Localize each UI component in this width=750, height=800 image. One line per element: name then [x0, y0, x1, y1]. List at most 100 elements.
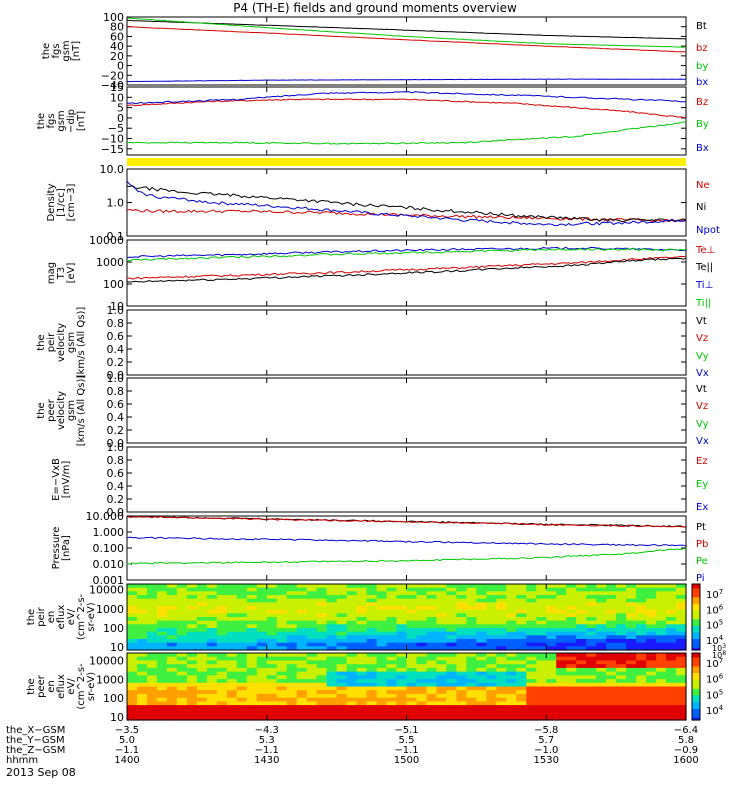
heatmap-cell: [656, 712, 667, 717]
heatmap-cell: [127, 617, 138, 622]
heatmap-cell: [306, 620, 318, 625]
heatmap-cell: [376, 635, 388, 640]
heatmap-cell: [596, 617, 607, 622]
colorbar-step: [692, 588, 700, 592]
heatmap-cell: [636, 675, 647, 680]
heatmap-cell: [256, 705, 268, 710]
heatmap-cell: [196, 624, 208, 629]
colorbar-step: [692, 673, 700, 676]
heatmap-cell: [486, 690, 497, 695]
heatmap-cell: [127, 595, 138, 600]
heatmap-cell: [516, 587, 527, 592]
heatmap-cell: [486, 613, 497, 618]
heatmap-cell: [346, 624, 358, 629]
heatmap-cell: [336, 595, 348, 600]
heatmap-cell: [356, 705, 368, 710]
heatmap-cell: [396, 682, 408, 688]
colorbar-step: [692, 643, 700, 647]
heatmap-cell: [226, 653, 238, 658]
x-tick-label: −1.1: [115, 745, 139, 756]
panel-temperature: [126, 239, 687, 307]
heatmap-cell: [156, 708, 168, 714]
y-tick-label: 0.4: [107, 480, 125, 493]
heatmap-cell: [656, 639, 667, 644]
heatmap-cell: [216, 620, 228, 625]
heatmap-cell: [137, 587, 148, 592]
heatmap-cell: [586, 587, 597, 592]
heatmap-cell: [296, 620, 308, 625]
colorbar-step: [692, 619, 700, 622]
heatmap-cell: [556, 613, 567, 618]
heatmap-cell: [596, 646, 607, 651]
heatmap-cell: [676, 624, 687, 629]
heatmap-cell: [556, 635, 567, 640]
heatmap-cell: [506, 701, 517, 706]
heatmap-cell: [137, 701, 148, 706]
heatmap-cell: [286, 701, 298, 706]
heatmap-cell: [546, 653, 557, 658]
heatmap-cell: [336, 617, 348, 622]
heatmap-cell: [626, 716, 637, 721]
heatmap-cell: [516, 620, 527, 625]
heatmap-cell: [536, 591, 547, 596]
heatmap-cell: [676, 679, 687, 684]
heatmap-cell: [476, 667, 487, 673]
heatmap-cell: [356, 693, 368, 699]
heatmap-cell: [256, 620, 268, 625]
heatmap-cell: [376, 693, 388, 699]
heatmap-cell: [416, 697, 428, 702]
heatmap-cell: [147, 595, 158, 600]
heatmap-cell: [646, 716, 657, 721]
heatmap-cell: [216, 664, 228, 669]
heatmap-cell: [147, 602, 158, 607]
colorbar-step: [692, 690, 700, 694]
heatmap-cell: [216, 675, 228, 680]
colorbar-step: [692, 603, 700, 607]
heatmap-cell: [196, 635, 208, 640]
heatmap-cell: [396, 705, 408, 710]
heatmap-cell: [656, 602, 667, 607]
heatmap-cell: [236, 606, 248, 611]
heatmap-cell: [546, 624, 557, 629]
heatmap-cell: [276, 602, 288, 607]
heatmap-cell: [127, 639, 138, 644]
heatmap-cell: [526, 584, 537, 589]
heatmap-cell: [436, 639, 447, 644]
heatmap-cell: [186, 675, 198, 680]
heatmap-cell: [476, 656, 487, 661]
heatmap-cell: [386, 628, 398, 633]
heatmap-cell: [186, 682, 198, 688]
y-tick-label: 1.0: [107, 197, 125, 210]
heatmap-cell: [386, 660, 398, 665]
heatmap-cell: [246, 656, 258, 661]
heatmap-cell: [496, 606, 507, 611]
heatmap-cell: [137, 598, 148, 603]
heatmap-cell: [306, 617, 318, 622]
heatmap-cell: [316, 635, 328, 640]
heatmap-cell: [546, 635, 557, 640]
heatmap-cell: [476, 584, 487, 589]
heatmap-cell: [656, 646, 667, 651]
heatmap-cell: [636, 701, 647, 706]
heatmap-cell: [346, 609, 358, 614]
heatmap-cell: [406, 584, 418, 589]
heatmap-cell: [336, 693, 348, 699]
heatmap-cell: [676, 613, 687, 618]
heatmap-cell: [147, 653, 158, 658]
heatmap-cell: [336, 635, 348, 640]
heatmap-cell: [196, 631, 208, 636]
heatmap-cell: [496, 705, 507, 710]
heatmap-cell: [386, 701, 398, 706]
heatmap-cell: [127, 697, 138, 702]
panel-frame: [126, 168, 687, 237]
heatmap-cell: [576, 617, 587, 622]
heatmap-cell: [596, 697, 607, 702]
heatmap-cell: [376, 671, 388, 676]
heatmap-cell: [166, 664, 178, 669]
heatmap-cell: [127, 624, 138, 629]
colorbar-step: [692, 659, 700, 663]
heatmap-cell: [266, 606, 278, 611]
heatmap-cell: [496, 682, 507, 688]
heatmap-cell: [286, 705, 298, 710]
heatmap-cell: [216, 602, 228, 607]
